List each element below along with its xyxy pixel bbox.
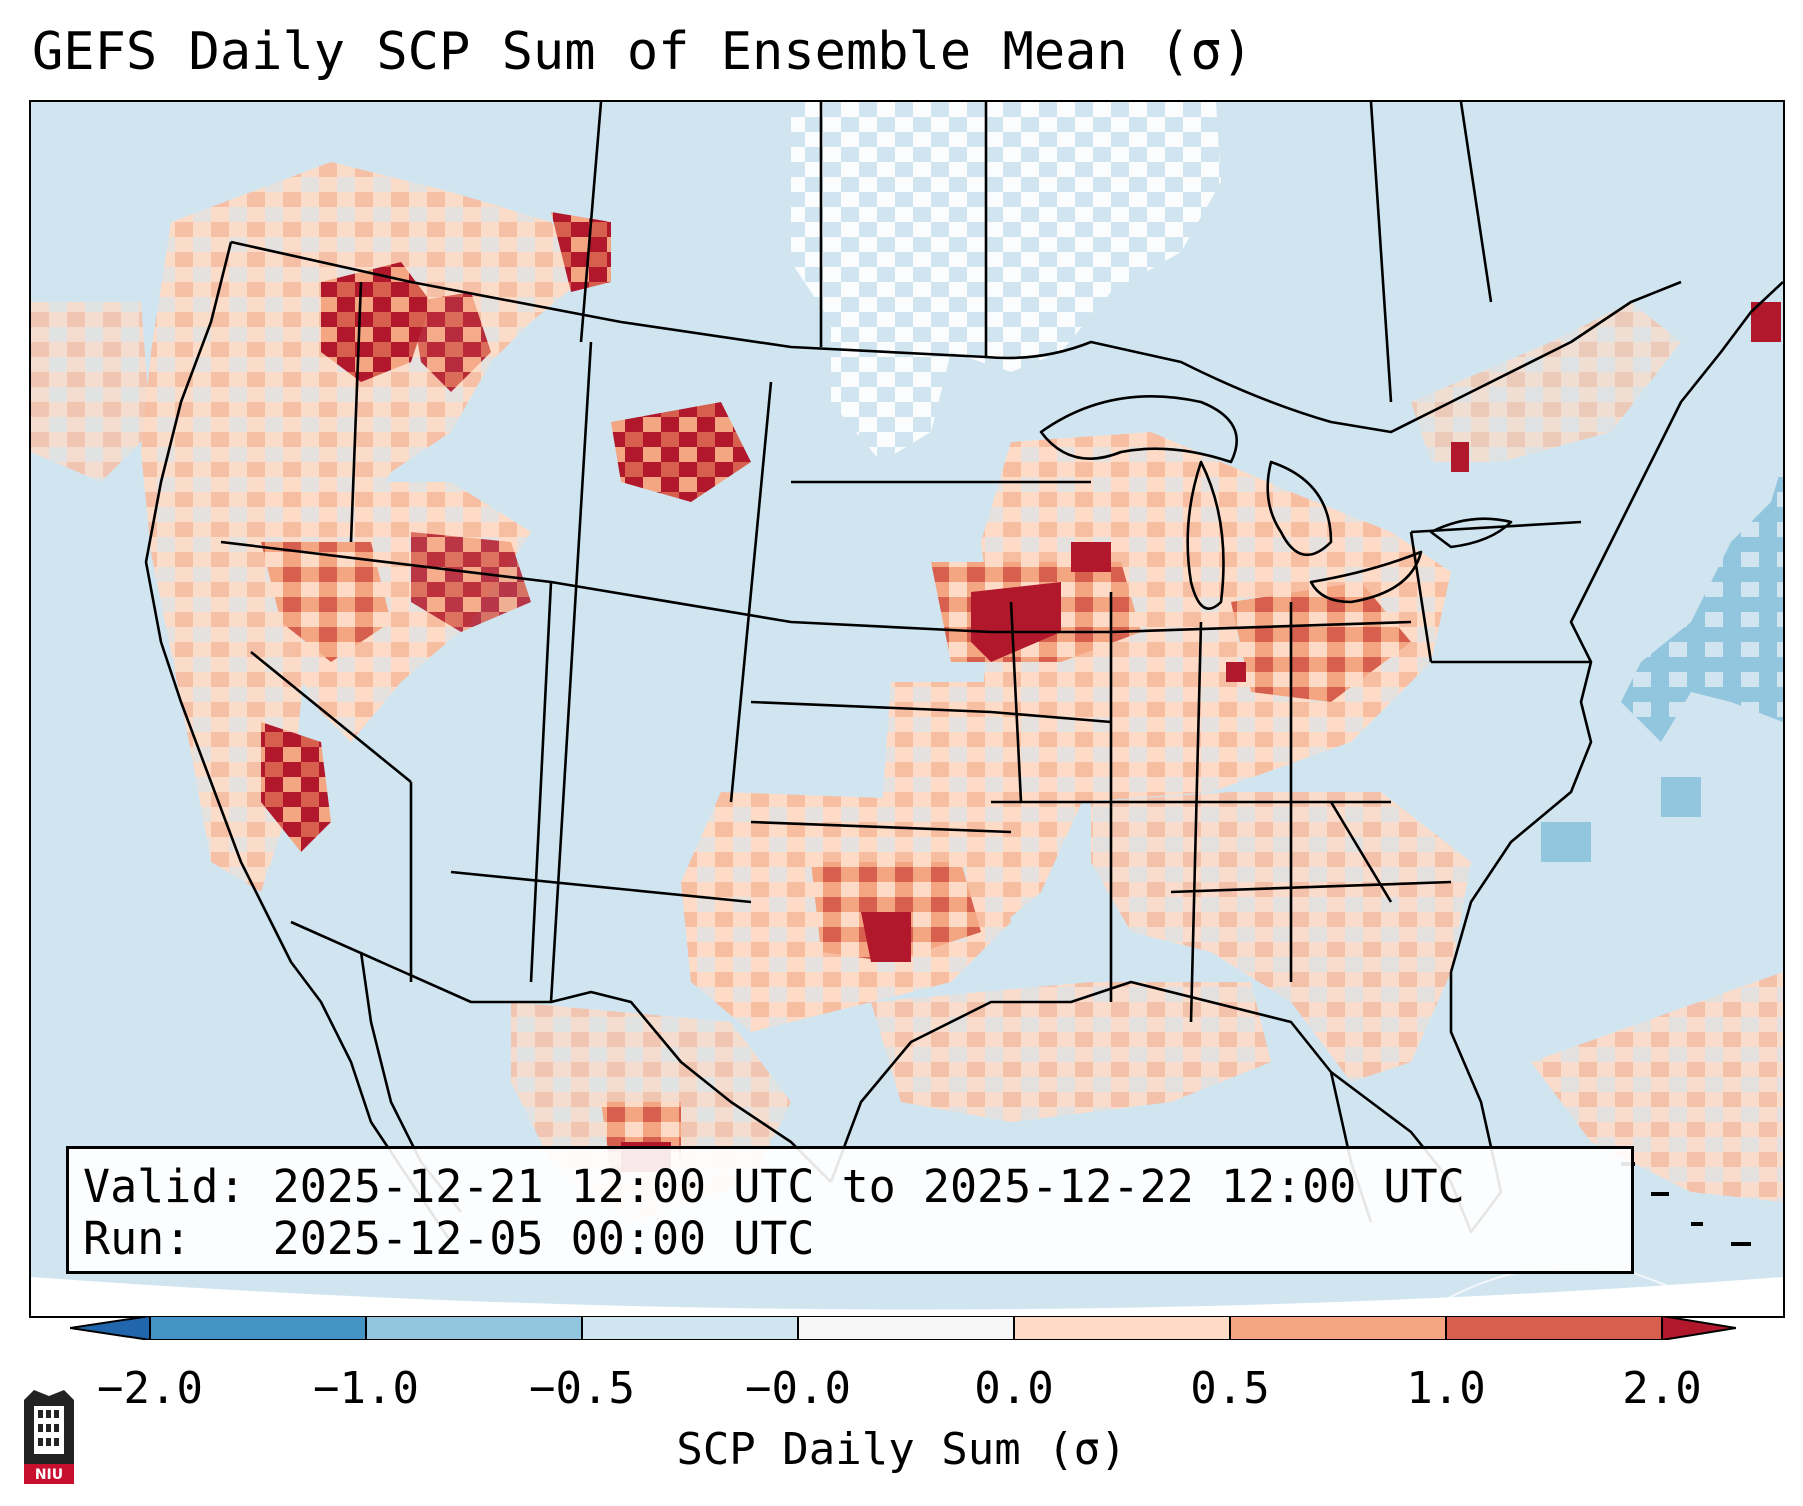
lake-ontario [1429,517,1513,549]
colorbar-tick-label: −2.0 [97,1363,203,1414]
sierra-nevada-high [261,722,331,852]
colorbar-ticks [149,1316,1663,1340]
west-coast [144,241,453,1243]
colorbar-segment-4 [798,1316,1014,1340]
chart-title: GEFS Daily SCP Sum of Ensemble Mean (σ) [32,22,1253,82]
valid-time-box: Valid: 2025-12-21 12:00 UTC to 2025-12-2… [66,1146,1634,1274]
island-3 [1691,1222,1703,1226]
montana-high-2 [611,402,751,502]
lake-michigan [1186,460,1225,610]
colorbar-segment-2 [366,1316,582,1340]
utah-high [411,532,531,632]
us-mexico-border [290,920,832,1183]
colorbar-tick-label: 2.0 [1622,1363,1702,1414]
ocean-west-positive [31,302,151,482]
lake-erie [1309,550,1423,604]
colorbar-tick-label: −0.5 [529,1363,635,1414]
ohio-high [1226,662,1246,682]
island-4 [1731,1242,1751,1246]
west-mid [261,542,391,662]
gulf-positive [871,982,1271,1122]
caribbean-positive [1531,972,1783,1202]
run-line: Run: 2025-12-05 00:00 UTC [83,1212,815,1265]
colorbar-tick-label: 0.5 [1190,1363,1270,1414]
state-lines [220,281,1591,1023]
colorbar-tick-label: −1.0 [313,1363,419,1414]
colorbar [70,1316,1736,1340]
colorbar-svg [70,1316,1736,1340]
colorbar-extend-high [1662,1316,1736,1340]
lake-superior [1039,394,1238,464]
svg-text:NIU: NIU [35,1467,63,1483]
east-coast [1449,281,1783,973]
canada-provinces [579,102,1493,403]
map-canvas [31,102,1783,1316]
ohio-valley-positive [981,432,1451,802]
atlantic-negative-patch [1661,777,1701,817]
colorbar-title: SCP Daily Sum (σ) [676,1424,1127,1475]
colorbar-segment-5 [1014,1316,1230,1340]
southeast-positive [1091,792,1471,1082]
atlantic-negative-patch-2 [1541,822,1591,862]
colorbar-tick-label: 0.0 [974,1363,1054,1414]
great-lakes-high [1071,542,1111,572]
lake-huron [1266,460,1333,557]
iowa-high [971,582,1061,662]
pacific-northwest-high [321,262,431,382]
atlantic-negative [1621,462,1783,742]
new-england-positive [1411,302,1681,462]
out-of-domain-corner [31,1277,1783,1316]
ny-high [1451,442,1469,472]
colorbar-segment-1 [150,1316,366,1340]
ohio-mid [1231,582,1411,702]
north-plains-neutral [791,102,1221,462]
colorbar-extend-low [70,1316,150,1340]
us-canada-border [230,240,1682,434]
colorbar-segment-3 [582,1316,798,1340]
colorbar-segment-6 [1230,1316,1446,1340]
colorbar-tick-label: 1.0 [1406,1363,1486,1414]
island-2 [1651,1192,1669,1196]
colorbar-tick-label: −0.0 [745,1363,851,1414]
idaho-high [411,292,491,392]
valid-line: Valid: 2025-12-21 12:00 UTC to 2025-12-2… [83,1160,1465,1213]
southern-oklahoma-high [861,912,911,962]
gulf-coast [829,980,1373,1223]
montana-high [551,212,611,292]
niu-logo-icon: NIU [24,1390,74,1484]
coastlines-and-borders [144,102,1783,1303]
map-panel [29,100,1785,1318]
colorbar-segment-7 [1446,1316,1662,1340]
